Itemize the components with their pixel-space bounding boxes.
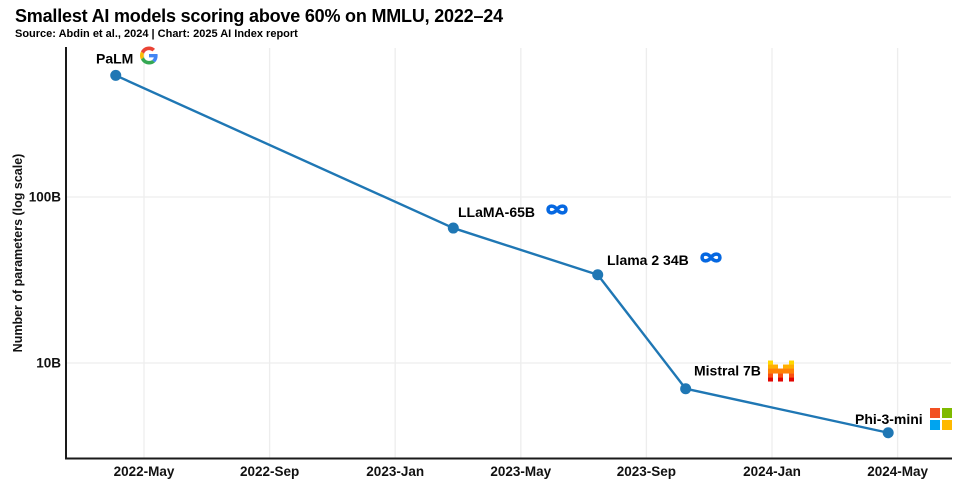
x-tick-label: 2024-Jan	[743, 464, 801, 479]
x-tick-label: 2023-Jan	[366, 464, 424, 479]
data-point-marker	[110, 69, 122, 81]
chart-subtitle: Source: Abdin et al., 2024 | Chart: 2025…	[15, 28, 298, 40]
data-point-marker	[882, 427, 894, 439]
x-tick-label: 2023-May	[490, 464, 551, 479]
x-tick-label: 2023-Sep	[617, 464, 676, 479]
data-point-marker	[447, 222, 459, 234]
y-tick-label: 10B	[36, 356, 61, 371]
y-axis-title: Number of parameters (log scale)	[11, 154, 25, 353]
x-tick-label: 2024-May	[867, 464, 928, 479]
y-tick-label: 100B	[29, 190, 62, 205]
data-point-marker	[680, 383, 692, 395]
chart-title: Smallest AI models scoring above 60% on …	[15, 6, 503, 26]
x-tick-label: 2022-May	[114, 464, 175, 479]
x-tick-label: 2022-Sep	[240, 464, 299, 479]
data-point-marker	[592, 269, 604, 281]
